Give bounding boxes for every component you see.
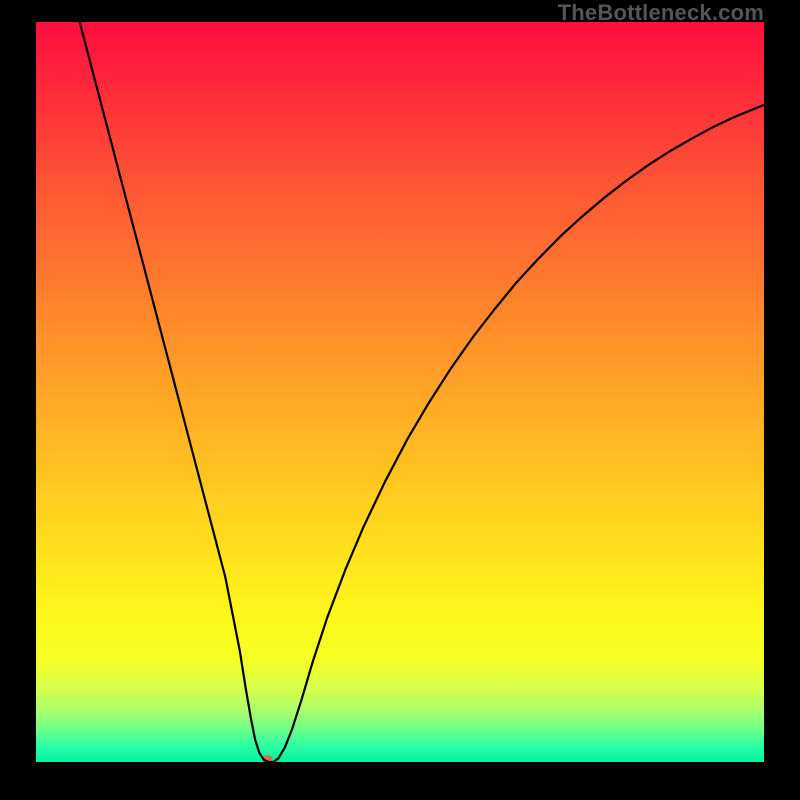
chart-frame: TheBottleneck.com [0,0,800,800]
watermark-text: TheBottleneck.com [558,0,764,26]
plot-area [36,22,764,762]
chart-svg [36,22,764,762]
gradient-background [36,22,764,762]
